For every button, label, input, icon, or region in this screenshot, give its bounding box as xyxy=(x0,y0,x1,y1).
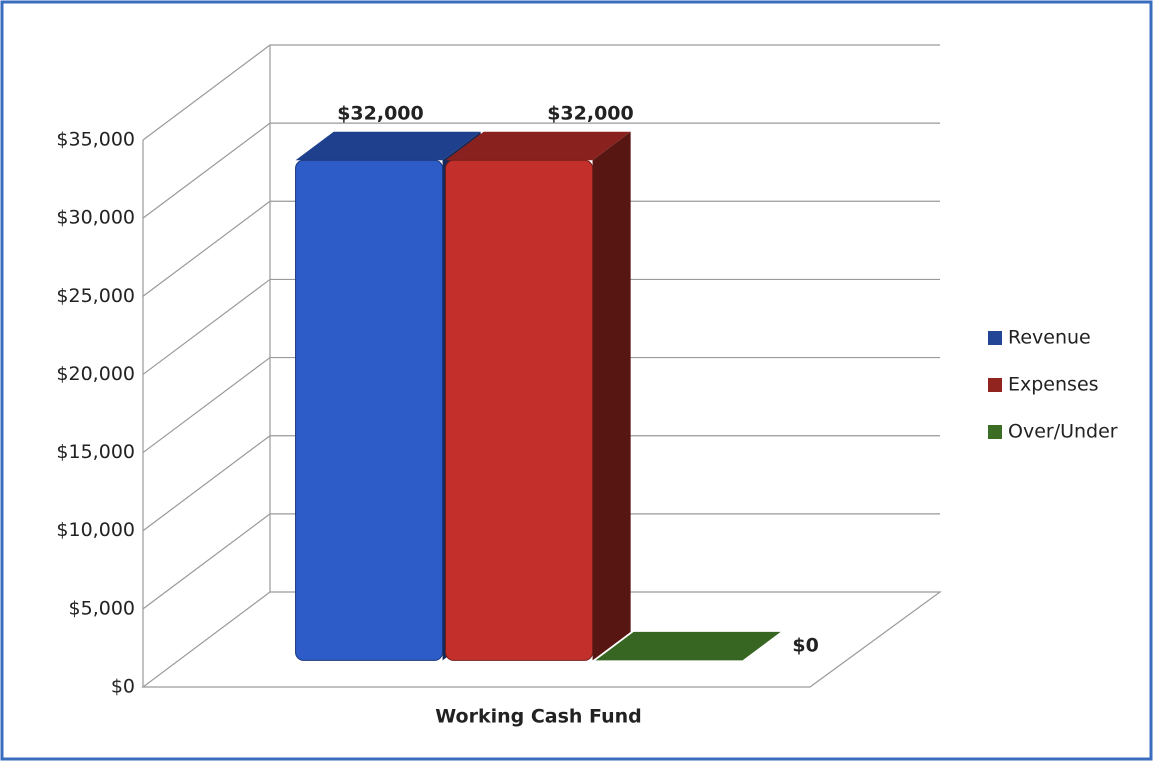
value-label: $32,000 xyxy=(337,102,424,124)
y-tick-label: $20,000 xyxy=(56,363,135,385)
grid-line xyxy=(142,356,940,454)
bar-top xyxy=(595,631,781,661)
y-tick-label: $30,000 xyxy=(56,207,135,229)
grid-line xyxy=(142,278,940,375)
grid-line xyxy=(142,513,940,610)
bar-top xyxy=(295,131,481,161)
grid-line xyxy=(142,44,940,141)
legend-swatch xyxy=(988,378,1002,392)
legend-label: Over/Under xyxy=(1008,421,1118,443)
y-tick-label: $0 xyxy=(111,676,135,698)
y-tick-label: $5,000 xyxy=(69,597,135,619)
y-tick-label: $35,000 xyxy=(56,129,135,151)
bar-side xyxy=(592,131,631,661)
value-label: $32,000 xyxy=(547,102,634,124)
legend-swatch xyxy=(988,331,1002,345)
y-tick-label: $10,000 xyxy=(56,519,135,541)
grid-line xyxy=(142,200,940,297)
legend-label: Expenses xyxy=(1008,374,1099,396)
grid-line xyxy=(142,435,940,532)
bar xyxy=(295,159,444,661)
x-tick-label: Working Cash Fund xyxy=(435,706,642,728)
y-tick-label: $25,000 xyxy=(56,285,135,307)
floor xyxy=(141,591,942,688)
grid-line xyxy=(142,122,940,219)
value-label: $0 xyxy=(792,635,818,657)
legend-label: Revenue xyxy=(1008,327,1091,349)
bar-top xyxy=(445,131,631,161)
y-tick-label: $15,000 xyxy=(56,441,135,463)
bar xyxy=(445,159,594,661)
legend-swatch xyxy=(988,425,1002,439)
